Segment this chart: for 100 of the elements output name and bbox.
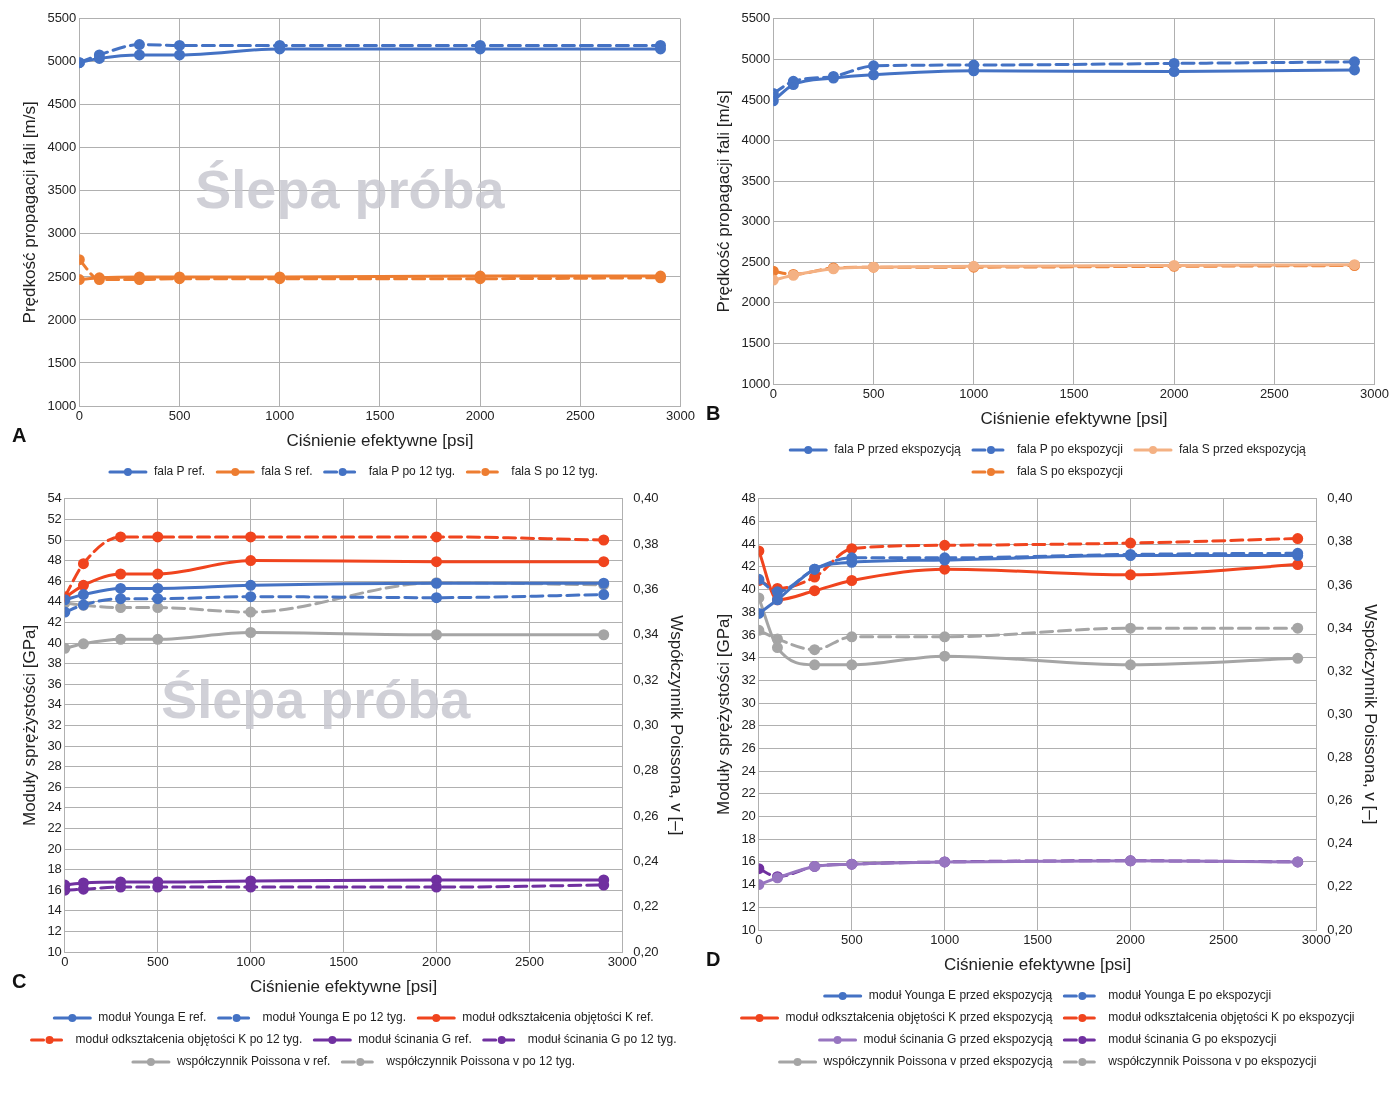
x-tick-label: 1000 [930,932,960,948]
legend-label: moduł Younga E po ekspozycji [1108,988,1272,1003]
x-tick-label: 500 [862,386,885,402]
x-tick-label: 1000 [959,386,989,402]
y2-tick-label: 0,30 [1327,705,1353,721]
legend-label: moduł Younga E po 12 tyg. [262,1010,407,1025]
y-tick-label: 34 [47,696,62,712]
x-axis-title: Ciśnienie efektywne [psi] [286,431,474,451]
text: B [706,401,721,424]
legend-label: współczynnik Poissona v ref. [175,1054,331,1069]
legend-label: współczynnik Poissona v po ekspozycji [1107,1054,1317,1069]
y-tick-label: 42 [47,613,62,629]
y-tick-label: 20 [47,840,62,856]
y-tick-label: 3500 [47,182,77,198]
y-tick-label: 36 [741,626,756,642]
legend-label: moduł ścinania G po 12 tyg. [527,1032,677,1047]
x-tick-label: 3000 [666,408,695,424]
y-tick-label: 1500 [741,335,771,350]
y2-tick-label: 0,36 [633,581,659,597]
y-tick-label: 3000 [741,213,771,229]
x-tick-label: 2000 [465,408,495,424]
y2-tick-label: 0,38 [1327,533,1353,549]
y-tick-label: 12 [47,922,62,938]
y-tick-label: 44 [47,593,62,609]
y-tick-label: 30 [47,737,62,753]
y-tick-label: 52 [47,510,62,526]
y-tick-label: 20 [741,808,756,824]
y-axis-title: Moduły sprężystości [GPa] [19,624,39,827]
x-tick-label: 1500 [365,408,395,424]
legend-label: fala P po 12 tyg. [368,464,456,479]
x-tick-label: 2000 [1159,386,1189,402]
y2-tick-label: 0,30 [633,716,659,732]
y-tick-label: 5000 [47,53,77,69]
y-tick-label: 46 [47,572,62,588]
x-tick-label: 1500 [329,954,359,970]
legend-label: fala P ref. [153,464,206,479]
y-tick-label: 14 [47,902,62,918]
y-tick-label: 26 [47,778,62,794]
x-tick-label: 2500 [1259,386,1289,402]
x-tick-label: 500 [840,932,863,948]
legend-label: fala S ref. [261,464,313,479]
y-tick-label: 22 [741,785,756,801]
y-tick-label: 36 [47,675,62,691]
x-tick-label: 2000 [1116,932,1145,948]
y-tick-label: 12 [741,898,756,914]
x-tick-label: 500 [168,408,191,424]
x-tick-label: 500 [146,954,169,970]
y2-tick-label: 0,38 [633,535,659,551]
y2-tick-label: 0,22 [1327,878,1353,894]
y-tick-label: 48 [47,552,62,568]
y2-axis-title: Współczynnik Poissona, v [–] [667,615,687,836]
y2-tick-label: 0,28 [633,762,659,778]
y-tick-label: 4000 [741,132,771,148]
y-tick-label: 2000 [47,311,77,327]
x-tick-label: 1500 [1023,932,1053,948]
x-tick-label: 0 [769,386,777,402]
legend-label: moduł Younga E przed ekspozycją [868,988,1053,1003]
legend-label: fala S po 12 tyg. [511,464,599,479]
y-tick-label: 42 [741,558,756,574]
y-tick-label: 2500 [47,268,77,284]
x-tick-label: 1000 [236,954,266,970]
y2-tick-label: 0,24 [1327,835,1353,851]
y-tick-label: 3000 [47,225,77,241]
y-tick-label: 28 [47,758,62,774]
x-tick-label: 0 [75,408,83,424]
x-axis-title: Ciśnienie efektywne [psi] [250,977,438,997]
y2-tick-label: 0,22 [633,898,659,914]
y2-tick-label: 0,26 [633,807,659,823]
legend-label: fala S przed ekspozycją [1179,442,1307,457]
y-tick-label: 10 [741,921,756,937]
legend-label: moduł odkształcenia objętości K przed ekspozycją [785,1010,1053,1025]
y-tick-label: 38 [741,603,756,619]
legend-label: moduł odkształcenia objętości K ref. [462,1010,654,1025]
y-tick-label: 40 [47,634,62,650]
y-tick-label: 16 [47,881,62,897]
y2-tick-label: 0,32 [1327,662,1353,678]
y-tick-label: 40 [741,581,756,597]
y-tick-label: 48 [741,490,756,506]
legend-label: fala P przed ekspozycją [834,442,962,457]
y-tick-label: 4500 [47,96,77,112]
y-tick-label: 26 [741,740,756,756]
legend-label: moduł odkształcenia objętości K po 12 tyg. [75,1032,303,1047]
x-tick-label: 2500 [1208,932,1238,948]
y-tick-label: 34 [741,649,756,665]
y-tick-label: 4500 [741,91,771,107]
y-tick-label: 30 [741,694,756,710]
y-tick-label: 32 [47,716,62,732]
y-tick-label: 24 [47,799,62,815]
legend-label: moduł Younga E ref. [98,1010,207,1025]
y-tick-label: 44 [741,535,756,551]
y-tick-label: 2500 [741,253,771,269]
x-tick-label: 1500 [1059,386,1089,402]
x-tick-label: 2000 [422,954,451,970]
y2-tick-label: 0,20 [633,943,659,959]
y-tick-label: 28 [741,717,756,733]
y-tick-label: 46 [741,513,756,529]
y2-tick-label: 0,28 [1327,749,1353,765]
y-tick-label: 32 [741,671,756,687]
x-tick-label: 2500 [565,408,595,424]
y2-tick-label: 0,40 [1327,490,1353,506]
